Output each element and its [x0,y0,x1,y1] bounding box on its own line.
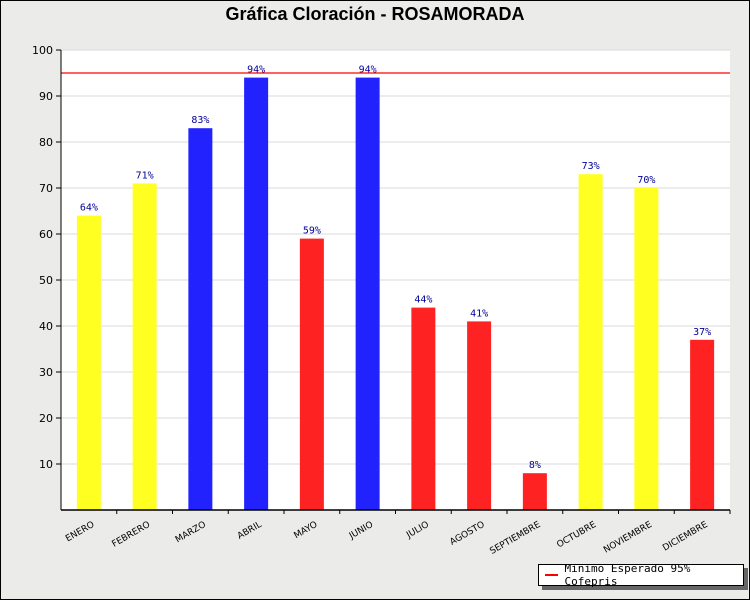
data-label: 8% [529,460,541,471]
y-tick-label: 30 [39,366,53,379]
chart-title: Gráfica Cloración - ROSAMORADA [225,4,525,24]
data-label: 37% [693,327,711,338]
data-label: 70% [637,175,655,186]
bar [244,77,269,510]
x-tick-label: NOVIEMBRE [602,520,654,556]
y-tick-label: 80 [39,136,53,149]
x-tick-label: SEPTIEMBRE [488,520,542,557]
data-label: 41% [470,308,488,319]
bar [188,128,213,510]
x-tick-label: JULIO [404,520,431,541]
x-tick-label: FEBRERO [110,520,152,550]
y-tick-label: 90 [39,90,53,103]
y-tick-label: 40 [39,320,53,333]
legend: Minimo Esperado 95% Cofepris [538,562,744,588]
bar [355,77,380,510]
y-tick-label: 20 [39,412,53,425]
data-label: 71% [136,170,154,181]
bar [578,174,603,510]
bar [411,307,436,510]
y-tick-label: 50 [39,274,53,287]
data-label: 64% [80,203,98,214]
x-tick-label: DICIEMBRE [661,520,710,554]
x-tick-label: ENERO [64,520,96,544]
y-tick-label: 100 [32,44,53,57]
y-tick-label: 60 [39,228,53,241]
y-tick-label: 70 [39,182,53,195]
data-label: 83% [191,115,209,126]
y-tick-label: 10 [39,458,53,471]
bar [467,321,492,510]
bar [76,215,101,510]
x-tick-label: AGOSTO [448,520,486,548]
x-tick-label: ABRIL [236,520,264,542]
bar [690,339,715,510]
x-tick-label: JUNIO [347,520,375,542]
data-label: 73% [582,161,600,172]
x-tick-label: MAYO [292,520,319,541]
legend-label: Minimo Esperado 95% Cofepris [564,562,691,588]
legend-swatch [545,574,559,576]
data-label: 59% [303,226,321,237]
data-label: 44% [414,295,432,306]
data-label: 94% [247,65,265,76]
x-tick-label: MARZO [174,520,208,545]
bar [299,238,324,510]
data-label: 94% [359,65,377,76]
x-tick-label: OCTUBRE [555,520,598,551]
bar [522,473,547,510]
bar [132,183,157,510]
bar [634,188,659,510]
